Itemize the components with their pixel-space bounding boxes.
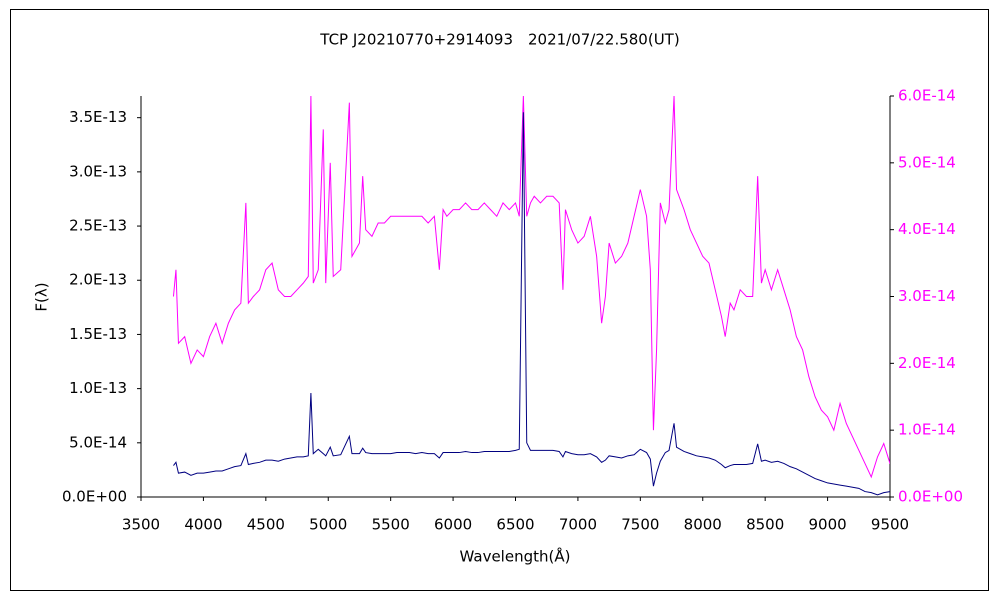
y2-tick-label: 3.0E-14 (898, 287, 956, 305)
x-tick-label: 4500 (247, 516, 285, 534)
x-tick-label: 6000 (434, 516, 472, 534)
x-tick-label: 3500 (122, 516, 160, 534)
spectrum-line (172, 96, 890, 479)
plot-area (172, 96, 890, 496)
y2-tick-label: 5.0E-14 (898, 153, 956, 171)
spectrum-line (173, 112, 890, 496)
x-tick-label: 4000 (184, 516, 222, 534)
x-tick-label: 6500 (496, 516, 534, 534)
y-tick-label: 2.5E-13 (69, 217, 127, 235)
x-tick-label: 8500 (746, 516, 784, 534)
y-axis-label: F(λ) (33, 282, 51, 311)
y2-tick-label: 0.0E+00 (898, 488, 963, 506)
y-tick-label: 2.0E-13 (69, 271, 127, 289)
x-tick-label: 9000 (808, 516, 846, 534)
y2-tick-label: 6.0E-14 (898, 87, 956, 105)
chart-title: TCP J20210770+2914093 2021/07/22.580(UT) (319, 31, 679, 49)
x-tick-label: 9500 (871, 516, 909, 534)
x-tick-label: 8000 (684, 516, 722, 534)
x-axis-label: Wavelength(Å) (460, 547, 571, 566)
y2-tick-label: 4.0E-14 (898, 220, 956, 238)
y-tick-label: 1.5E-13 (69, 325, 127, 343)
y-tick-label: 3.5E-13 (69, 108, 127, 126)
y-tick-label: 5.0E-14 (69, 433, 127, 451)
y2-tick-label: 1.0E-14 (898, 421, 956, 439)
y-tick-label: 0.0E+00 (62, 488, 127, 506)
y2-tick-label: 2.0E-14 (898, 354, 956, 372)
x-tick-label: 5000 (309, 516, 347, 534)
chart-frame (10, 9, 989, 591)
y-tick-label: 3.0E-13 (69, 162, 127, 180)
x-tick-label: 7000 (559, 516, 597, 534)
y-tick-label: 1.0E-13 (69, 379, 127, 397)
x-tick-label: 5500 (372, 516, 410, 534)
x-tick-label: 7500 (621, 516, 659, 534)
